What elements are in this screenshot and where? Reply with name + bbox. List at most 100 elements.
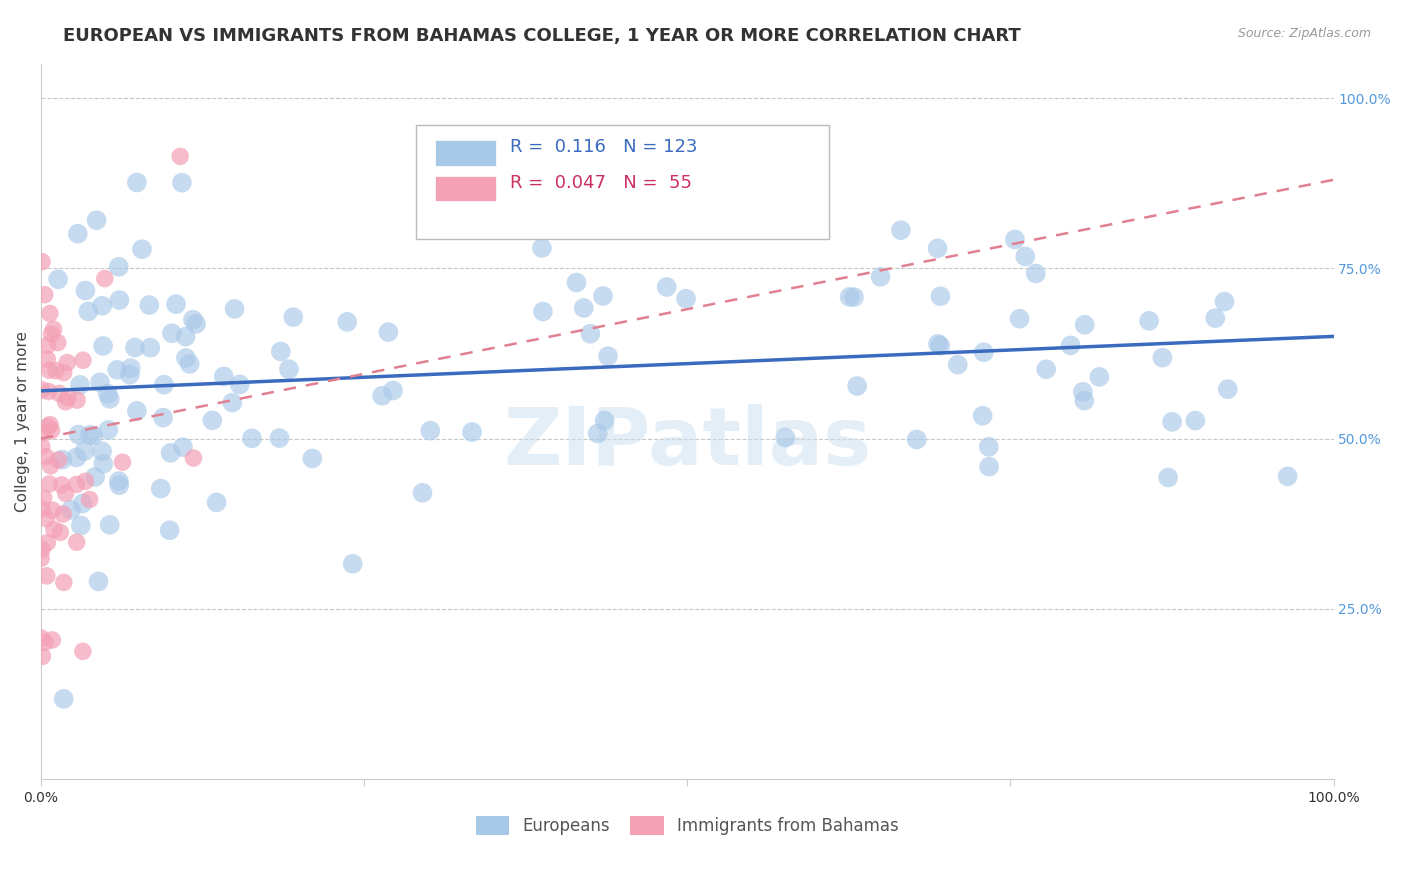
Text: Source: ZipAtlas.com: Source: ZipAtlas.com bbox=[1237, 27, 1371, 40]
Point bbox=[35, 569, 58, 583]
Point bbox=[139, 341, 162, 355]
Point bbox=[586, 426, 609, 441]
Point bbox=[34, 287, 56, 301]
Point bbox=[596, 349, 619, 363]
Point bbox=[52, 507, 75, 521]
Point bbox=[377, 325, 399, 339]
Point bbox=[31, 254, 53, 268]
Point bbox=[98, 517, 121, 532]
Point bbox=[77, 304, 100, 318]
Point bbox=[37, 338, 59, 352]
FancyBboxPatch shape bbox=[436, 176, 496, 202]
Point bbox=[201, 413, 224, 427]
Point bbox=[67, 427, 90, 442]
Point bbox=[49, 525, 72, 540]
Point bbox=[125, 404, 148, 418]
Point bbox=[56, 355, 79, 369]
Point bbox=[59, 502, 82, 516]
Point bbox=[118, 368, 141, 382]
Point bbox=[38, 477, 60, 491]
Point bbox=[846, 379, 869, 393]
Point bbox=[125, 176, 148, 190]
Point bbox=[174, 351, 197, 365]
Point bbox=[105, 363, 128, 377]
Point bbox=[35, 450, 58, 464]
Point bbox=[1071, 384, 1094, 399]
Text: EUROPEAN VS IMMIGRANTS FROM BAHAMAS COLLEGE, 1 YEAR OR MORE CORRELATION CHART: EUROPEAN VS IMMIGRANTS FROM BAHAMAS COLL… bbox=[63, 27, 1021, 45]
Point bbox=[72, 353, 94, 368]
Point bbox=[108, 478, 131, 492]
Point bbox=[45, 364, 67, 378]
Point bbox=[66, 227, 89, 241]
Point bbox=[905, 433, 928, 447]
Point bbox=[371, 389, 394, 403]
FancyBboxPatch shape bbox=[436, 140, 496, 166]
Point bbox=[228, 377, 250, 392]
Point bbox=[744, 154, 766, 169]
Point bbox=[1216, 382, 1239, 396]
Point bbox=[572, 301, 595, 315]
Point bbox=[1035, 362, 1057, 376]
Point bbox=[1025, 267, 1047, 281]
Point bbox=[108, 293, 131, 307]
Point bbox=[301, 451, 323, 466]
Point bbox=[55, 394, 77, 409]
Point bbox=[979, 459, 1001, 474]
Point bbox=[82, 428, 104, 442]
Point bbox=[98, 392, 121, 406]
Point bbox=[31, 440, 53, 454]
Point bbox=[124, 341, 146, 355]
Point bbox=[927, 241, 949, 255]
Point bbox=[183, 450, 205, 465]
Point bbox=[30, 631, 52, 645]
Point bbox=[91, 299, 114, 313]
Point bbox=[52, 691, 75, 706]
Point bbox=[1073, 318, 1095, 332]
Point bbox=[565, 276, 588, 290]
Point bbox=[149, 482, 172, 496]
Point bbox=[97, 423, 120, 437]
Point bbox=[42, 523, 65, 537]
Point bbox=[108, 474, 131, 488]
Point bbox=[579, 326, 602, 341]
Point bbox=[269, 431, 291, 445]
Text: ZIPatlas: ZIPatlas bbox=[503, 404, 872, 482]
Point bbox=[131, 242, 153, 256]
Point bbox=[38, 363, 60, 377]
Point bbox=[86, 213, 108, 227]
Point bbox=[72, 644, 94, 658]
Point bbox=[153, 377, 176, 392]
Point bbox=[41, 326, 63, 341]
Point bbox=[79, 492, 101, 507]
Point bbox=[170, 176, 193, 190]
Point bbox=[382, 384, 405, 398]
Point bbox=[205, 495, 228, 509]
Point bbox=[336, 315, 359, 329]
Point bbox=[929, 339, 952, 353]
Point bbox=[39, 458, 62, 473]
Point bbox=[1137, 314, 1160, 328]
Point bbox=[34, 635, 56, 649]
Point bbox=[107, 260, 129, 274]
Point bbox=[65, 477, 87, 491]
Point bbox=[977, 440, 1000, 454]
Point bbox=[224, 301, 246, 316]
Point bbox=[775, 430, 797, 444]
Point bbox=[120, 361, 142, 376]
Point bbox=[48, 453, 70, 467]
Point bbox=[890, 223, 912, 237]
Point bbox=[1161, 415, 1184, 429]
Point bbox=[91, 457, 114, 471]
Point bbox=[39, 417, 62, 432]
Point bbox=[46, 272, 69, 286]
Point bbox=[41, 503, 63, 517]
Point bbox=[32, 491, 55, 505]
Point bbox=[46, 335, 69, 350]
Point bbox=[972, 409, 994, 423]
Point bbox=[41, 632, 63, 647]
Point bbox=[1277, 469, 1299, 483]
Point bbox=[41, 424, 63, 438]
Point bbox=[38, 306, 60, 320]
Y-axis label: College, 1 year or more: College, 1 year or more bbox=[15, 331, 30, 512]
Point bbox=[1004, 232, 1026, 246]
